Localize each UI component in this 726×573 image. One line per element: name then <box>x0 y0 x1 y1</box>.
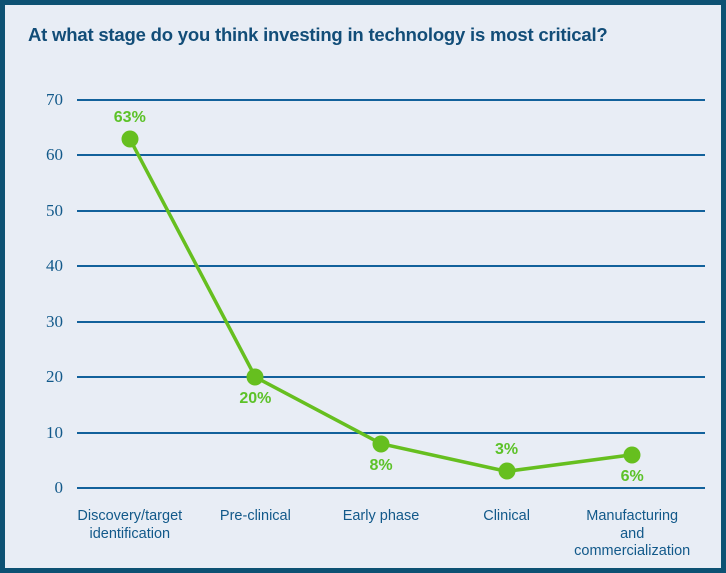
y-axis-tick-label: 20 <box>46 367 63 387</box>
chart-title: At what stage do you think investing in … <box>28 24 608 45</box>
y-axis-tick-label: 50 <box>46 200 63 220</box>
y-axis-tick-label: 10 <box>46 422 63 442</box>
data-point-label: 6% <box>620 467 644 485</box>
gridline <box>77 154 705 157</box>
y-axis-tick-label: 40 <box>46 256 63 276</box>
gridline <box>77 487 705 489</box>
x-axis-tick-label: Early phase <box>342 508 420 524</box>
y-axis-tick-label: 70 <box>46 90 63 109</box>
plot-area: 70 60 50 40 30 20 10 0 Discovery/target identifi… <box>5 5 721 568</box>
series-line <box>128 137 634 474</box>
data-point-label: 20% <box>239 390 272 408</box>
gridline <box>77 431 705 434</box>
gridline <box>77 99 705 101</box>
y-axis-tick-label: 60 <box>46 145 63 165</box>
y-axis-tick-label: 0 <box>54 478 64 497</box>
y-axis-tick-label: 30 <box>46 311 63 331</box>
x-axis-tick-label: Manufacturing and commercialization <box>574 508 691 560</box>
data-point-label: 8% <box>369 456 393 474</box>
data-point-marker <box>498 462 516 480</box>
x-axis-tick-label: Pre-clinical <box>219 508 291 524</box>
data-point-marker <box>121 130 139 148</box>
gridline <box>77 320 705 323</box>
data-point-marker <box>623 446 641 464</box>
x-axis-tick-label: Discovery/target identification <box>77 508 183 542</box>
data-point-marker <box>246 368 264 386</box>
gridline <box>77 209 705 212</box>
data-point-label: 3% <box>495 441 519 459</box>
gridline <box>77 376 705 379</box>
x-axis-tick-label: Clinical <box>483 508 530 524</box>
data-point-marker <box>372 435 390 453</box>
series-polyline <box>128 137 634 474</box>
data-point-label: 63% <box>113 108 146 126</box>
gridline <box>77 265 705 268</box>
